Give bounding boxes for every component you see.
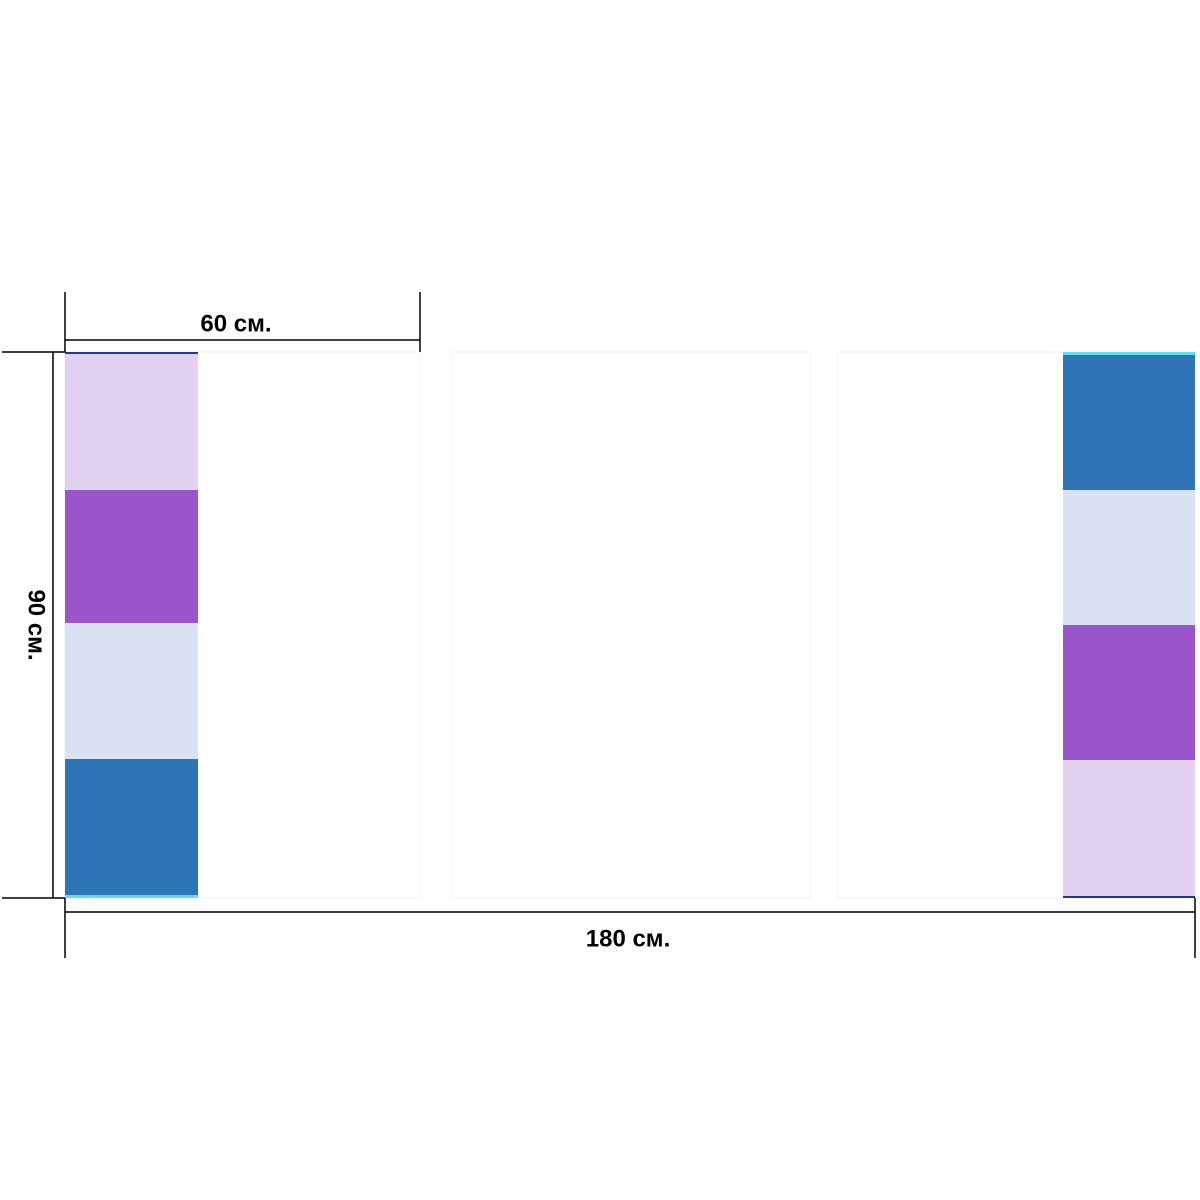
stripe [65,490,198,623]
dimension-label: 180 см. [586,925,670,952]
stripe [65,623,198,759]
stripe-edge [65,352,198,354]
stripe [1063,355,1195,490]
panel-middle [451,351,811,899]
stripe [1063,490,1195,625]
stripe [1063,625,1195,760]
stripe-edge [65,895,198,898]
stripe [1063,760,1195,896]
right-stripes [1063,352,1195,898]
stripe [65,354,198,490]
stripe [65,759,198,895]
dimension-label: 90 см. [23,589,50,660]
left-stripes [65,352,198,898]
dimension-bottom: 180 см. [64,898,1196,958]
dimension-left: 90 см. [2,351,65,899]
panels [64,351,1196,899]
stripe-edge [1063,896,1195,898]
stripe-edge [1063,352,1195,355]
dimension-top: 60 см. [64,292,421,352]
dimension-label: 60 см. [200,310,271,337]
